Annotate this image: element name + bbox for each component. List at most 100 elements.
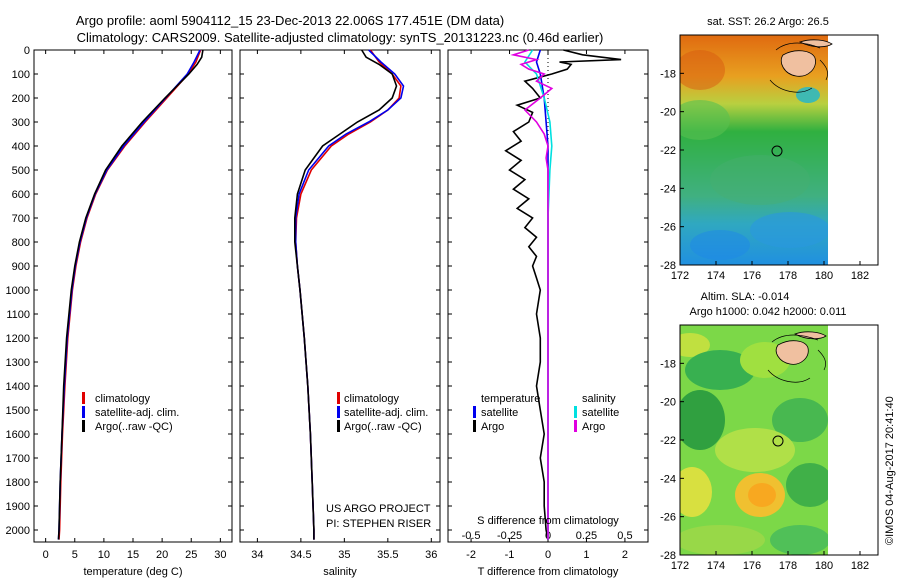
x-tick-label: 180: [815, 270, 833, 282]
legend-swatch-climatology: [82, 392, 85, 404]
legend-satellite: satellite-adj. clim.: [95, 407, 179, 419]
series-line-argo-raw-qc-: [293, 49, 398, 540]
y-tick-label: 1800: [6, 477, 30, 489]
x-tick-label: 1: [583, 549, 589, 561]
difference-panel: -2 -1 0 1 2-0.5 -0.25 0 0.25 0.5 S difference fr…: [447, 49, 649, 578]
y-tick-label: 1500: [6, 405, 30, 417]
salinity-panel: 34 34.5 35 35.5 36 salinity climatology sate…: [239, 49, 441, 578]
sst-texture: [680, 50, 828, 260]
y-tick-label: -28: [660, 260, 676, 272]
legend-swatch-argo: [82, 420, 85, 432]
y-tick-label: 1000: [6, 285, 30, 297]
y-tick-label: -24: [660, 183, 676, 195]
y-tick-label: 2000: [6, 525, 30, 537]
x-tick-label: 5: [72, 549, 78, 561]
x-tick-label: 20: [156, 549, 168, 561]
difference-lines: [504, 49, 622, 540]
legend-argo: Argo(..raw -QC): [95, 421, 173, 433]
y-tick-label: 600: [12, 189, 30, 201]
x-tick-label: 182: [851, 270, 869, 282]
series-line-temperature-argo: [504, 49, 622, 540]
y-tick-label: -28: [660, 550, 676, 562]
difference-legend: temperature satellite Argo salinity sate…: [473, 393, 619, 433]
salinity-ticks: 34 34.5 35 35.5 36: [240, 49, 440, 561]
temperature-ticks: 0100200300400500600700800900100011001200…: [6, 45, 232, 561]
legend-argo: Argo(..raw -QC): [344, 421, 422, 433]
y-tick-label: 1200: [6, 333, 30, 345]
temperature-axes-frame: [33, 49, 233, 543]
series-line-argo-raw-qc-: [57, 49, 204, 540]
argo-position-marker: [771, 145, 783, 157]
difference-xlabel2: S difference from climatology: [477, 515, 619, 527]
y-tick-label: -26: [660, 512, 676, 524]
reef-contours: [767, 334, 826, 383]
sla-map-subtitle: Argo h1000: 0.042 h2000: 0.011: [690, 306, 847, 318]
reef-contours: [769, 42, 828, 93]
salinity-legend: climatology satellite-adj. clim. Argo(..…: [337, 392, 428, 433]
y-tick-label: 300: [12, 117, 30, 129]
sst-map-ticks: 172 174 176 178 180 182 -28 -26 -24 -22 -20 -18: [660, 68, 869, 282]
legend-sal-satellite: satellite: [582, 407, 619, 419]
legend-satellite: satellite-adj. clim.: [344, 407, 428, 419]
x-tick-label: 34: [251, 549, 263, 561]
x-tick-label: 30: [214, 549, 226, 561]
legend-swatch-argo: [337, 420, 340, 432]
legend-salinity-title: salinity: [582, 393, 616, 405]
y-tick-label: 1700: [6, 453, 30, 465]
sst-map-panel: sat. SST: 26.2 Argo: 26.5 172 174 176 178 18…: [660, 16, 879, 282]
y-tick-label: 200: [12, 93, 30, 105]
series-line-climatology: [58, 49, 202, 540]
legend-temp-argo: Argo: [481, 421, 504, 433]
legend-swatch-sal-satellite: [574, 406, 577, 418]
y-tick-label: 800: [12, 237, 30, 249]
y-tick-label: 100: [12, 69, 30, 81]
x2-tick-label: 0.5: [617, 530, 632, 542]
salinity-axes-frame: [239, 49, 441, 543]
x-tick-label: 174: [707, 560, 725, 572]
legend-temperature-title: temperature: [481, 393, 540, 405]
x-tick-label: 15: [127, 549, 139, 561]
island-viti-levu: [775, 340, 809, 365]
x-tick-label: 172: [671, 560, 689, 572]
x-tick-label: 25: [185, 549, 197, 561]
y-tick-label: 1400: [6, 381, 30, 393]
island-vanua-levu: [798, 39, 833, 48]
y-tick-label: -22: [660, 435, 676, 447]
legend-swatch-satellite: [337, 406, 340, 418]
y-tick-label: 1300: [6, 357, 30, 369]
y-tick-label: 900: [12, 261, 30, 273]
legend-temp-satellite: satellite: [481, 407, 518, 419]
y-tick-label: -24: [660, 473, 676, 485]
project-line2: PI: STEPHEN RISER: [326, 518, 431, 530]
x-tick-label: 36: [425, 549, 437, 561]
x-tick-label: 174: [707, 270, 725, 282]
legend-climatology: climatology: [344, 393, 400, 405]
project-line1: US ARGO PROJECT: [326, 503, 431, 515]
island-vanua-levu: [794, 331, 827, 340]
y-tick-label: -20: [660, 397, 676, 409]
difference-xlabel: T difference from climatology: [478, 566, 619, 578]
legend-swatch-climatology: [337, 392, 340, 404]
x-tick-label: 178: [779, 560, 797, 572]
y-tick-label: -26: [660, 222, 676, 234]
y-tick-label: 1900: [6, 501, 30, 513]
y-tick-label: -18: [660, 358, 676, 370]
y-tick-label: -18: [660, 68, 676, 80]
argo-position-marker: [772, 435, 784, 447]
header-line1: Argo profile: aoml 5904112_15 23-Dec-201…: [76, 13, 504, 28]
x-tick-label: 182: [851, 560, 869, 572]
legend-swatch-temp-satellite: [473, 406, 476, 418]
y-tick-label: 400: [12, 141, 30, 153]
legend-sal-argo: Argo: [582, 421, 605, 433]
sla-map-ticks: 172 174 176 178 180 182 -28 -26 -24 -22 -20 -18: [660, 358, 869, 572]
x-tick-label: -2: [466, 549, 476, 561]
island-viti-levu: [780, 50, 816, 77]
legend-swatch-satellite: [82, 406, 85, 418]
y-tick-label: 700: [12, 213, 30, 225]
x-tick-label: 0: [545, 549, 551, 561]
x-tick-label: 180: [815, 560, 833, 572]
x-tick-label: 2: [622, 549, 628, 561]
temperature-legend: climatology satellite-adj. clim. Argo(..…: [82, 392, 179, 433]
x-tick-label: 178: [779, 270, 797, 282]
